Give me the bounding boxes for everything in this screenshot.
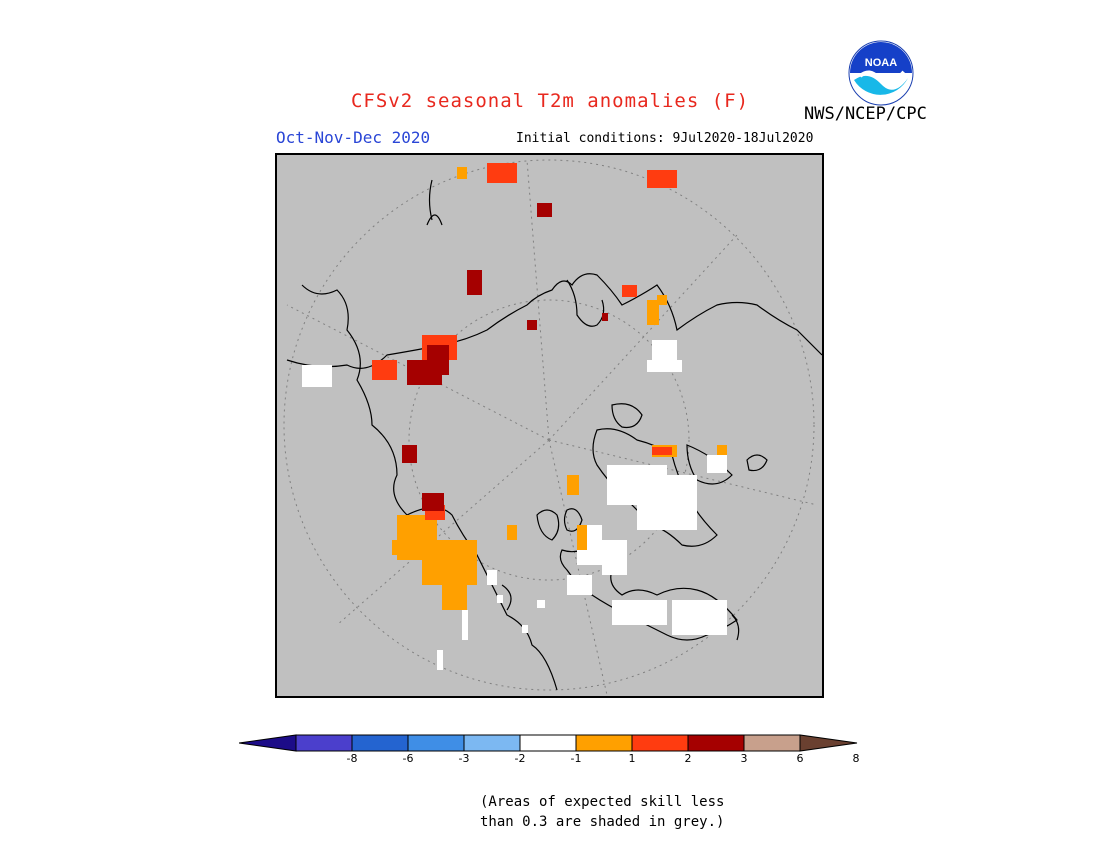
colorbar-segment [351, 734, 409, 752]
colorbar-tick-label: 6 [796, 752, 804, 765]
anomaly-3-6F-areas [402, 203, 608, 511]
colorbar-segment [519, 734, 577, 752]
season-label: Oct-Nov-Dec 2020 [276, 128, 431, 147]
logo-text: NOAA [865, 57, 897, 69]
colorbar-tick-label: 1 [628, 752, 636, 765]
colorbar-tick-label: 3 [740, 752, 748, 765]
meridians [286, 159, 818, 696]
polar-map [275, 153, 824, 698]
colorbar-tick-label: -3 [458, 752, 470, 765]
colorbar-arrow-right [799, 734, 858, 752]
colorbar-segment [687, 734, 745, 752]
colorbar-segment [407, 734, 465, 752]
noaa-logo: NOAA [848, 40, 914, 106]
organization-label: NWS/NCEP/CPC [804, 104, 927, 124]
map-canvas [283, 159, 822, 696]
colorbar-segment [575, 734, 633, 752]
colorbar-tick-label: -2 [514, 752, 526, 765]
normal-anomaly-areas [302, 340, 727, 670]
skill-note-line1: (Areas of expected skill less [480, 794, 725, 810]
skill-note-line2: than 0.3 are shaded in grey.) [480, 814, 725, 830]
colorbar-arrow-left [238, 734, 297, 752]
latitude-circle [283, 159, 815, 691]
colorbar-tick-label: 8 [852, 752, 860, 765]
colorbar-segment [463, 734, 521, 752]
colorbar-tick-label: -6 [402, 752, 414, 765]
colorbar-segment [631, 734, 689, 752]
latitude-circle-inner [408, 299, 690, 581]
initial-conditions: Initial conditions: 9Jul2020-18Jul2020 [516, 131, 814, 146]
colorbar-tick-label: -8 [346, 752, 358, 765]
colorbar [238, 733, 861, 753]
map-title: CFSv2 seasonal T2m anomalies (F) [350, 90, 750, 112]
anomaly-1-2F-areas [392, 167, 727, 610]
skill-note: (Areas of expected skill less than 0.3 a… [480, 792, 724, 832]
colorbar-segment [295, 734, 353, 752]
colorbar-tick-label: 2 [684, 752, 692, 765]
colorbar-tick-label: -1 [570, 752, 582, 765]
colorbar-segment [743, 734, 801, 752]
coastlines [286, 179, 822, 691]
